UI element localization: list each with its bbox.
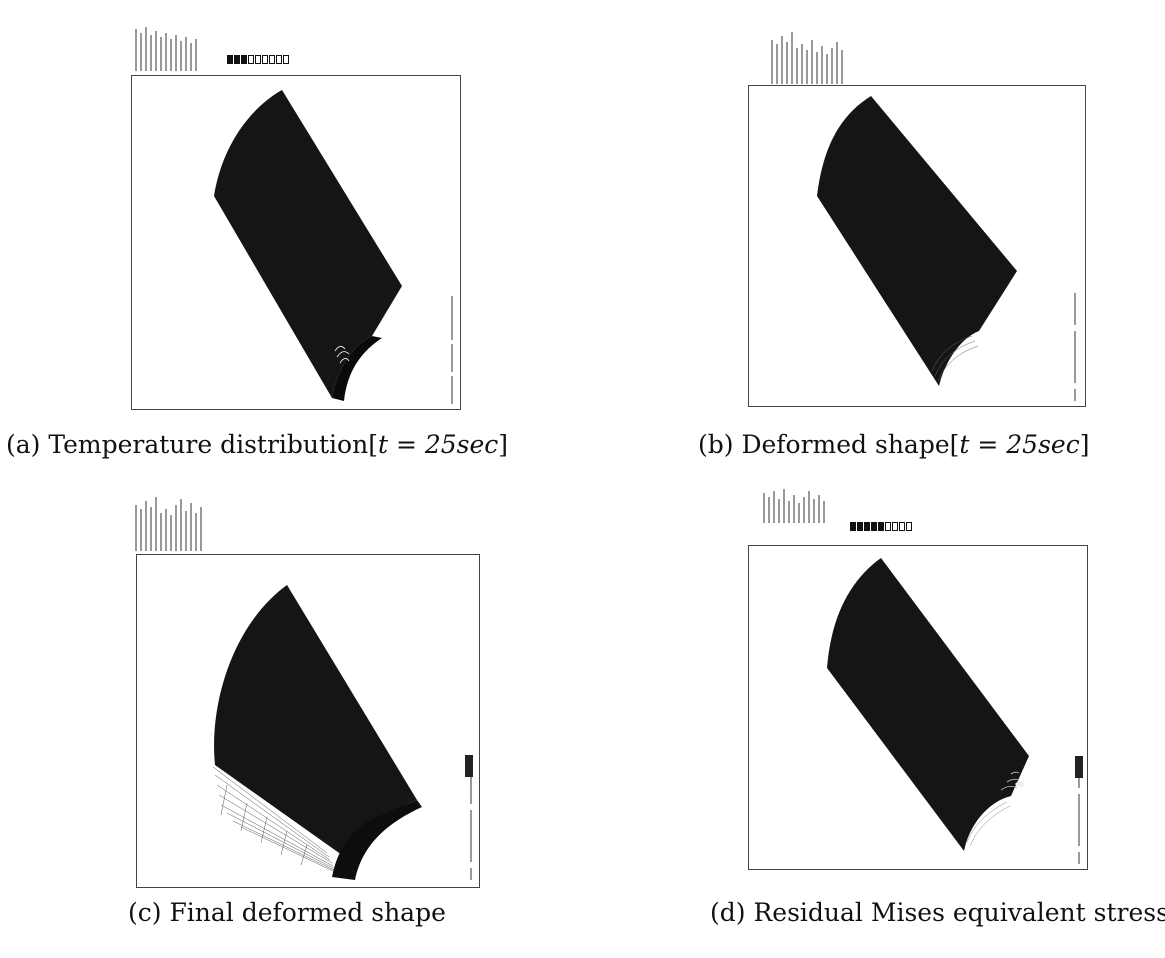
panel-a-caption-math: t = 25sec: [377, 430, 499, 459]
panel-c: (c) Final deformed shape: [0, 480, 580, 958]
panel-a-color-legend: [227, 55, 289, 64]
panel-a-caption-prefix: (a) Temperature distribution[: [6, 430, 378, 459]
panel-b-caption-prefix: (b) Deformed shape[: [698, 430, 960, 459]
panel-c-info-block: [122, 488, 202, 551]
panel-c-mesh-figure: [212, 585, 422, 880]
panel-a-mesh-figure: [214, 90, 402, 401]
panel-b-plot-frame: [748, 85, 1086, 407]
panel-d-plot-frame: [748, 545, 1088, 870]
panel-b-caption: (b) Deformed shape[t = 25sec]: [698, 430, 1089, 459]
panel-d-color-legend: [850, 522, 912, 531]
panel-c-info-text-lines: [135, 497, 202, 551]
panel-a-info-block: [122, 20, 202, 71]
panel-c-caption: (c) Final deformed shape: [128, 898, 446, 927]
panel-b-info-block: [758, 25, 843, 85]
panel-d-info-text-lines: [763, 489, 825, 523]
panel-a-plot-frame: [131, 75, 461, 410]
panel-c-plot-frame: [136, 554, 480, 888]
panel-d-info-block: [750, 480, 830, 523]
panel-b-frame-footer: [1071, 291, 1081, 401]
panel-b-caption-suffix: ]: [1079, 430, 1090, 459]
panel-b: (b) Deformed shape[t = 25sec]: [580, 0, 1165, 480]
panel-c-frame-marker: [465, 755, 473, 777]
panel-a: (a) Temperature distribution[t = 25sec]: [0, 0, 580, 480]
panel-a-caption-suffix: ]: [498, 430, 509, 459]
panel-d-frame-marker: [1075, 756, 1083, 778]
panel-c-caption-prefix: (c) Final deformed shape: [128, 898, 446, 927]
panel-d: (d) Residual Mises equivalent stress: [580, 480, 1165, 958]
panel-a-info-text-lines: [135, 27, 197, 71]
panel-a-frame-footer: [448, 294, 458, 404]
panel-c-frame-footer: [467, 770, 477, 880]
panel-b-mesh-figure: [817, 96, 1017, 386]
panel-d-caption-prefix: (d) Residual Mises equivalent stress: [710, 898, 1165, 927]
panel-d-caption: (d) Residual Mises equivalent stress: [710, 898, 1165, 927]
panel-a-caption: (a) Temperature distribution[t = 25sec]: [6, 430, 508, 459]
panel-b-caption-math: t = 25sec: [959, 430, 1080, 459]
panel-d-mesh-figure: [827, 558, 1029, 851]
panel-b-info-text-lines: [771, 32, 843, 84]
